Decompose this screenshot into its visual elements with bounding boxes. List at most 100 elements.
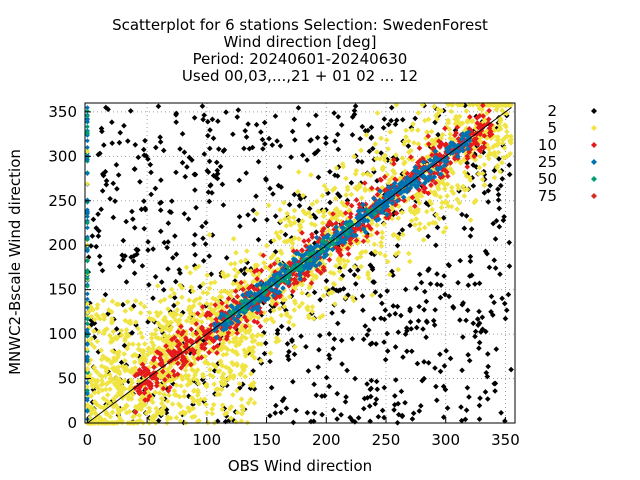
data-point-2 [421, 306, 427, 313]
data-point-5 [238, 396, 245, 402]
data-point-5 [435, 185, 441, 192]
data-point-5 [250, 271, 257, 278]
data-point-5 [299, 290, 305, 296]
data-point-5 [97, 372, 103, 379]
data-point-25 [384, 211, 390, 218]
data-point-10 [433, 151, 439, 157]
data-point-5 [364, 171, 371, 177]
data-point-2 [263, 177, 270, 183]
data-point-10 [240, 286, 246, 293]
data-point-calm [84, 119, 90, 125]
x-tick-label: 0 [83, 431, 93, 449]
data-point-25 [361, 212, 368, 218]
data-point-calm [84, 157, 90, 163]
data-point-10 [486, 107, 492, 114]
data-point-2 [466, 357, 473, 364]
data-point-2 [323, 374, 330, 381]
data-point-10 [299, 230, 305, 236]
data-point-10 [134, 371, 141, 377]
data-point-10 [374, 214, 380, 220]
data-point-5 [374, 110, 381, 116]
data-point-2 [199, 376, 206, 383]
data-point-25 [387, 193, 394, 199]
data-point-25 [382, 197, 388, 203]
data-point-2 [385, 121, 392, 128]
data-point-10 [206, 311, 213, 318]
data-point-5 [316, 241, 323, 248]
data-point-5 [94, 401, 100, 408]
data-point-5 [179, 285, 185, 291]
data-point-25 [240, 292, 246, 298]
data-point-5 [224, 410, 230, 416]
data-point-50 [369, 207, 375, 213]
data-point-5 [122, 357, 128, 364]
data-point-2 [205, 189, 212, 196]
data-point-2 [413, 324, 420, 331]
data-point-2 [281, 395, 287, 402]
data-point-5 [291, 235, 298, 241]
data-point-5 [193, 344, 200, 350]
data-point-10 [409, 194, 416, 201]
data-point-5 [198, 319, 205, 325]
data-point-25 [334, 228, 340, 235]
data-point-2 [390, 272, 396, 279]
data-point-5 [137, 310, 144, 316]
data-point-5 [332, 211, 339, 218]
data-point-2 [120, 237, 127, 244]
data-point-5 [437, 194, 444, 200]
data-point-2 [468, 226, 475, 232]
data-point-2 [131, 270, 138, 277]
data-point-5 [430, 219, 436, 226]
data-point-10 [188, 361, 194, 368]
data-point-2 [445, 261, 452, 268]
data-point-5 [374, 222, 380, 229]
data-point-5 [219, 374, 226, 380]
data-point-5 [447, 131, 454, 137]
data-point-5 [189, 414, 195, 420]
data-point-5 [91, 389, 98, 396]
data-point-5 [332, 301, 338, 307]
data-point-2 [141, 225, 148, 232]
data-point-2 [395, 411, 402, 418]
data-point-10 [420, 182, 426, 188]
data-point-2 [331, 336, 338, 342]
data-point-5 [289, 245, 296, 252]
data-point-5 [95, 389, 102, 396]
data-point-5 [417, 220, 423, 227]
data-point-25 [223, 325, 229, 332]
data-point-5 [393, 251, 399, 258]
data-point-2 [157, 228, 164, 235]
data-point-2 [460, 300, 467, 306]
data-point-2 [506, 263, 513, 269]
data-point-2 [371, 316, 377, 322]
data-point-2 [340, 308, 346, 315]
data-point-10 [225, 295, 232, 302]
data-point-50 [286, 275, 292, 281]
data-point-5 [172, 317, 179, 323]
data-point-2 [333, 287, 340, 294]
data-point-5 [273, 230, 280, 236]
data-point-2 [137, 178, 143, 185]
data-point-5 [157, 298, 164, 305]
data-point-25 [427, 157, 433, 163]
data-point-25 [257, 280, 264, 287]
data-point-5 [381, 157, 388, 164]
data-point-2 [177, 146, 183, 152]
data-point-25 [388, 188, 395, 195]
data-point-5 [128, 396, 135, 402]
data-point-5 [241, 279, 248, 285]
data-point-2 [145, 247, 151, 253]
data-point-2 [274, 327, 281, 334]
data-point-10 [162, 377, 168, 383]
data-point-10 [374, 230, 380, 236]
data-point-50 [305, 257, 311, 263]
data-point-5 [177, 418, 184, 424]
data-point-5 [216, 391, 223, 398]
data-point-10 [137, 389, 144, 396]
data-point-5 [249, 352, 255, 358]
data-point-5 [296, 221, 303, 228]
data-point-10 [135, 383, 141, 390]
data-point-5 [405, 183, 412, 189]
data-point-2 [112, 198, 118, 204]
data-point-5 [175, 319, 181, 325]
